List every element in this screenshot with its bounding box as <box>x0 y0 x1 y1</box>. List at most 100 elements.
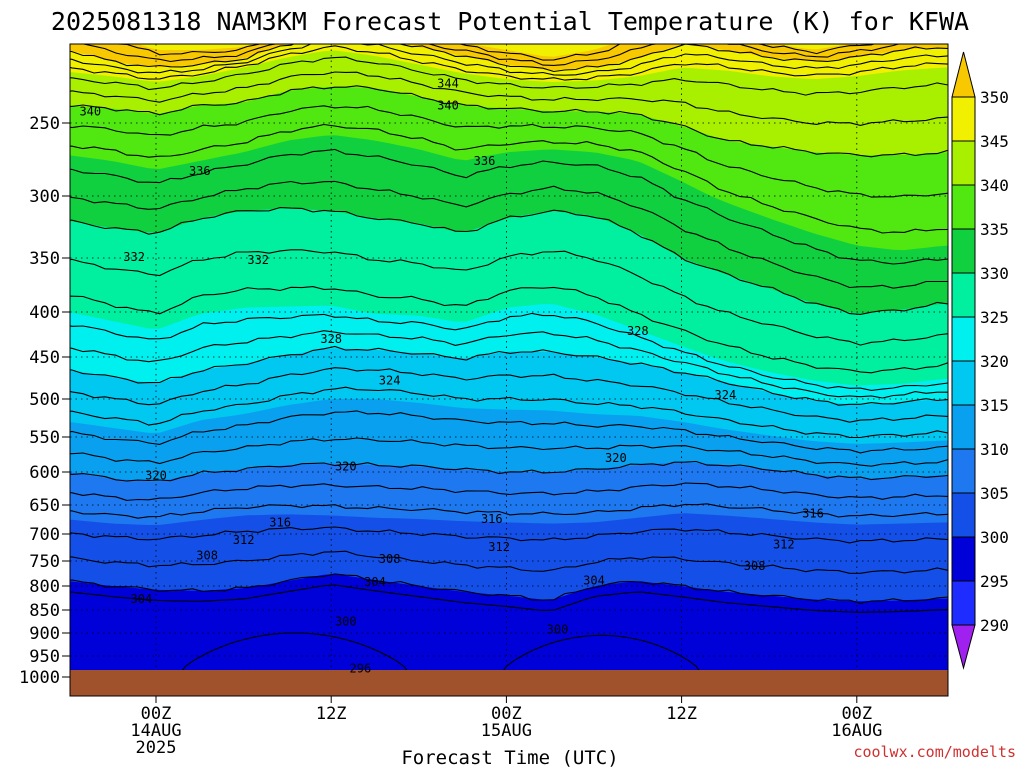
contour-label-304-2: 304 <box>583 574 605 588</box>
contour-labels: 3443443403403363363363323323283283283243… <box>79 77 824 676</box>
contour-342 <box>70 71 948 126</box>
x-tick-label-0-3: 2025 <box>136 738 177 758</box>
contour-label-300-1: 300 <box>547 622 569 636</box>
x-tick-label-4-2: 16AUG <box>831 721 882 741</box>
y-tick-label-700: 700 <box>29 525 60 545</box>
colorbar: 350 345 340 335 330 325 320 315 310 305 300 295 290 <box>951 51 1009 670</box>
contour-label-312-0: 312 <box>233 533 255 547</box>
contour-label-340-1: 340 <box>437 98 459 112</box>
colorbar-segment-5 <box>951 316 976 362</box>
y-tick-label-500: 500 <box>29 390 60 410</box>
x-axis-label: Forecast Time (UTC) <box>401 747 618 768</box>
contour-324 <box>70 312 948 391</box>
colorbar-segment-10 <box>951 536 976 582</box>
contour-label-344-1: 344 <box>437 77 459 91</box>
colorbar-segment-1 <box>951 140 976 186</box>
contour-label-316-0: 316 <box>269 515 291 529</box>
plot-grid <box>70 44 948 670</box>
x-tick-label-0-2: 14AUG <box>130 721 181 741</box>
colorbar-label-340: 340 <box>980 176 1009 195</box>
contour-label-320-2: 320 <box>605 451 627 465</box>
x-tick-label-1-1: 12Z <box>316 704 347 724</box>
colorbar-segment-0 <box>951 96 976 142</box>
colorbar-label-345: 345 <box>980 132 1009 151</box>
colorbar-label-335: 335 <box>980 220 1009 239</box>
x-tick-label-0-1: 00Z <box>141 704 172 724</box>
colorbar-label-300: 300 <box>980 528 1009 547</box>
watermark-text: coolwx.com/modelts <box>853 743 1016 761</box>
y-tick-label-550: 550 <box>29 428 60 448</box>
y-tick-label-850: 850 <box>29 601 60 621</box>
y-tick-label-800: 800 <box>29 577 60 597</box>
y-tick-label-900: 900 <box>29 624 60 644</box>
contour-346 <box>70 45 948 81</box>
contour-340 <box>70 85 948 158</box>
y-tick-label-400: 400 <box>29 303 60 323</box>
contour-lines <box>70 44 948 613</box>
colorbar-label-310: 310 <box>980 440 1009 459</box>
contour-label-328-1: 328 <box>320 332 342 346</box>
contour-348 <box>70 44 948 76</box>
contour-label-304-1: 304 <box>364 575 386 589</box>
contour-308 <box>70 482 948 501</box>
contour-300 <box>70 573 948 604</box>
contour-label-312-1: 312 <box>488 540 510 554</box>
contour-306 <box>70 503 948 519</box>
contour-label-324-1: 324 <box>715 388 737 402</box>
colorbar-segment-9 <box>951 492 976 538</box>
x-tick-label-4-1: 00Z <box>841 704 872 724</box>
contour-label-324-0: 324 <box>379 374 401 388</box>
colorbar-label-350: 350 <box>980 88 1009 107</box>
y-tick-label-750: 750 <box>29 552 60 572</box>
contour-label-332-0: 332 <box>247 253 269 267</box>
contour-322 <box>70 330 948 399</box>
colorbar-label-320: 320 <box>980 352 1009 371</box>
contour-label-320-0: 320 <box>145 468 167 482</box>
colorbar-segment-8 <box>951 448 976 494</box>
contour-350 <box>70 44 948 73</box>
colorbar-label-330: 330 <box>980 264 1009 283</box>
ground-surface <box>70 670 948 696</box>
colorbar-top-arrow <box>951 51 976 98</box>
y-tick-label-450: 450 <box>29 348 60 368</box>
colorbar-segment-3 <box>951 228 976 274</box>
contour-320 <box>70 345 948 406</box>
colorbar-label-295: 295 <box>980 572 1009 591</box>
contour-314 <box>70 410 948 454</box>
cold-pool-1 <box>182 632 408 670</box>
colorbar-label-315: 315 <box>980 396 1009 415</box>
contour-label-308-0: 308 <box>196 549 218 563</box>
colorbar-label-325: 325 <box>980 308 1009 327</box>
contour-label-316-2: 316 <box>802 507 824 521</box>
contour-label-328-2: 328 <box>627 324 649 338</box>
contour-312 <box>70 437 948 467</box>
colorbar-label-305: 305 <box>980 484 1009 503</box>
y-tick-label-1000: 1000 <box>19 668 60 688</box>
colorbar-bottom-arrow <box>951 624 976 670</box>
plot-frame <box>69 43 949 697</box>
contour-label-320-1: 320 <box>335 459 357 473</box>
contour-318 <box>70 367 948 423</box>
contour-label-336-1: 336 <box>189 164 211 178</box>
contour-label-316-1: 316 <box>481 512 503 526</box>
contour-label-336-2: 336 <box>474 154 496 168</box>
contour-label-300-0: 300 <box>335 615 357 629</box>
contour-label-340-0: 340 <box>79 104 101 118</box>
contour-302 <box>70 550 948 574</box>
contour-330 <box>70 206 948 315</box>
colorbar-segment-6 <box>951 360 976 406</box>
y-tick-label-950: 950 <box>29 647 60 667</box>
colorbar-segment-4 <box>951 272 976 318</box>
contour-label-308-2: 308 <box>744 559 766 573</box>
x-tick-label-2-1: 00Z <box>491 704 522 724</box>
temperature-fill-bands <box>70 44 948 670</box>
contour-334 <box>70 148 948 265</box>
y-tick-label-250: 250 <box>29 114 60 134</box>
contour-352 <box>70 44 928 66</box>
contour-label-308-1: 308 <box>379 552 401 566</box>
contour-326 <box>70 286 948 374</box>
colorbar-segment-7 <box>951 404 976 450</box>
y-tick-label-650: 650 <box>29 496 60 516</box>
colorbar-segment-11 <box>951 580 976 626</box>
